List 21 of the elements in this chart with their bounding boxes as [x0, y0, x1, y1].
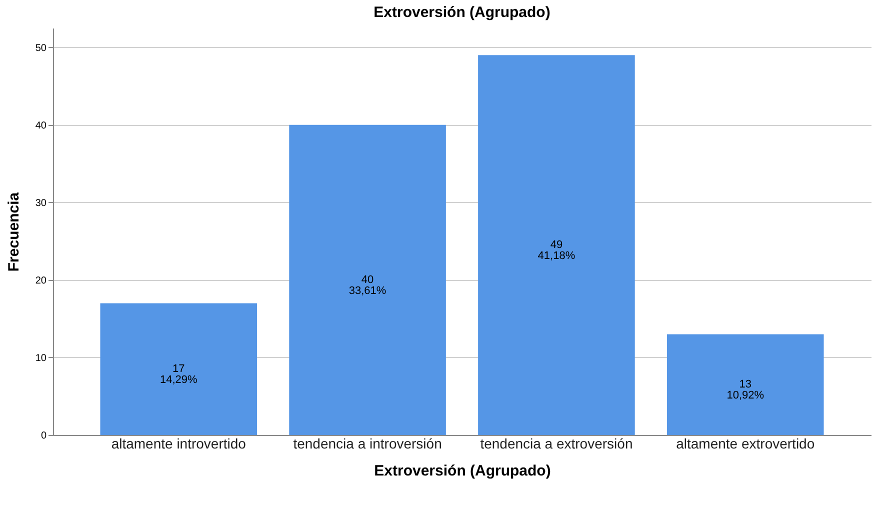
data-label: 13 10,92%: [726, 378, 764, 402]
x-tick-label: altamente introvertido: [111, 436, 246, 452]
y-tick-label: 10: [35, 352, 47, 364]
y-tick-label: 0: [40, 430, 47, 442]
data-label: 40 33,61%: [348, 274, 386, 297]
bar: [478, 55, 635, 435]
x-tick-label: tendencia a introversión: [293, 436, 442, 452]
y-tick-label: 40: [35, 120, 47, 132]
y-tick-label: 20: [35, 275, 47, 286]
y-tick-label: 50: [35, 42, 47, 54]
bar: [666, 334, 824, 435]
data-label: 49 41,18%: [538, 239, 576, 262]
x-tick-label: altamente extrovertido: [676, 436, 815, 452]
chart-title: Extroversión (Agrupado): [374, 4, 550, 21]
bar: [100, 303, 258, 435]
data-label: 17 14,29%: [160, 363, 198, 386]
x-tick-label: tendencia a extroversión: [480, 436, 633, 452]
y-axis-title: Frecuencia: [5, 192, 22, 272]
y-tick-label: 30: [35, 198, 47, 209]
bar: [289, 124, 446, 435]
x-axis-title: Extroversión (Agrupado): [374, 462, 551, 480]
